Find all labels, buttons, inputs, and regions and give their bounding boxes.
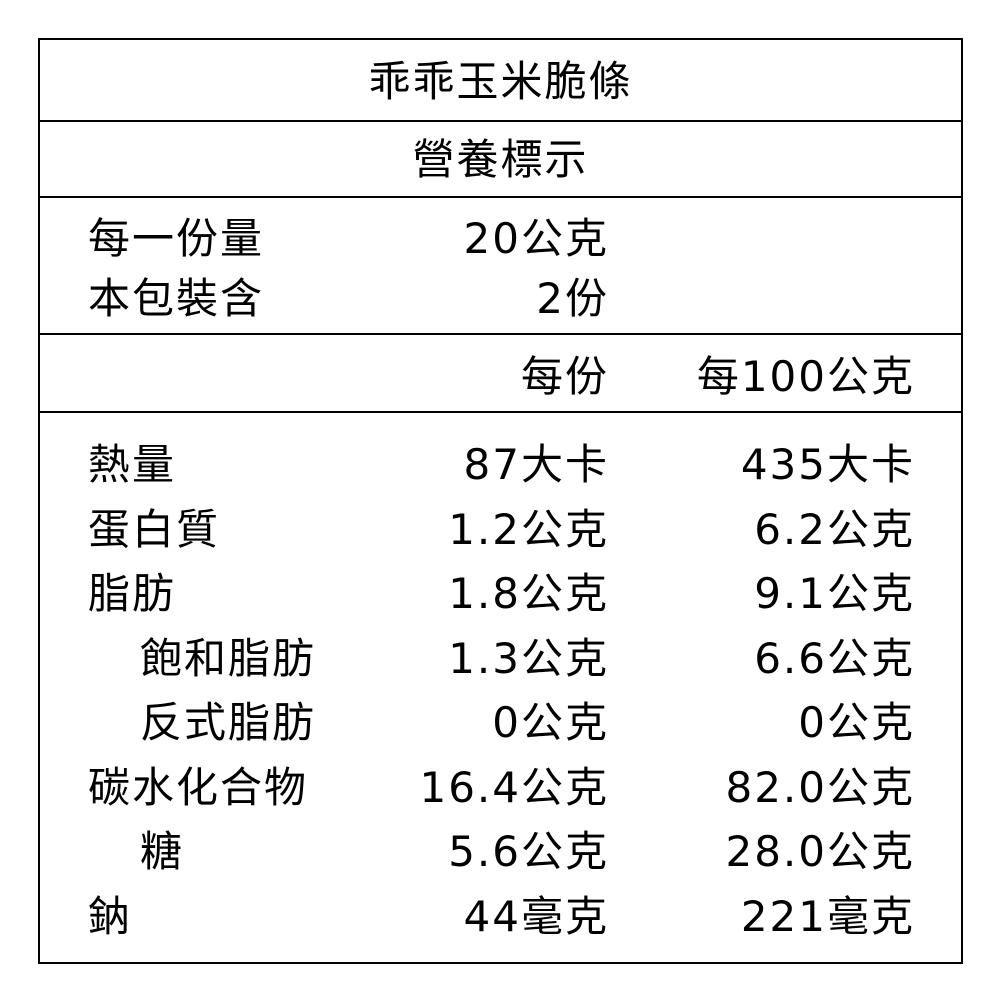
nutrient-per-serving: 1.2公克 (448, 504, 609, 554)
nutrient-per-serving: 16.4公克 (419, 762, 609, 812)
nutrient-per-serving: 5.6公克 (448, 827, 609, 876)
nutrient-name: 脂肪 (88, 569, 177, 618)
label-title: 營養標示 (412, 135, 589, 184)
column-header-per-serving: 每份 (520, 352, 609, 401)
nutrition-label: 乖乖玉米脆條 營養標示 每一份量 20公克 本包裝含 2份 每份 每100公克 … (38, 38, 963, 964)
column-header-per-100g: 每100公克 (696, 352, 915, 401)
divider (40, 333, 961, 335)
nutrient-per-100g: 221毫克 (740, 891, 915, 941)
nutrient-per-100g: 0公克 (798, 698, 915, 747)
nutrient-per-serving: 1.3公克 (448, 633, 609, 683)
nutrient-name: 熱量 (88, 440, 177, 489)
nutrient-name: 反式脂肪 (140, 698, 317, 747)
divider (40, 120, 961, 122)
nutrient-per-100g: 435大卡 (740, 440, 915, 489)
servings-per-pack-label: 本包裝含 (88, 274, 265, 323)
nutrient-per-100g: 82.0公克 (725, 762, 915, 812)
serving-size-label: 每一份量 (88, 214, 265, 263)
divider (40, 411, 961, 413)
nutrient-per-100g: 28.0公克 (725, 827, 915, 876)
nutrient-per-serving: 44毫克 (463, 891, 609, 941)
nutrient-name: 飽和脂肪 (140, 633, 317, 683)
nutrient-per-100g: 6.6公克 (754, 633, 915, 683)
nutrient-per-serving: 87大卡 (463, 440, 609, 489)
product-name: 乖乖玉米脆條 (368, 57, 633, 106)
nutrient-name: 糖 (140, 827, 185, 876)
nutrient-per-100g: 9.1公克 (754, 569, 915, 618)
nutrient-per-100g: 6.2公克 (754, 504, 915, 554)
divider (40, 196, 961, 198)
nutrient-name: 鈉 (88, 891, 133, 941)
nutrient-per-serving: 1.8公克 (448, 569, 609, 618)
nutrient-name: 碳水化合物 (88, 762, 309, 812)
serving-size-value: 20公克 (463, 214, 609, 263)
nutrient-per-serving: 0公克 (492, 698, 609, 747)
nutrient-name: 蛋白質 (88, 504, 221, 554)
servings-per-pack-value: 2份 (536, 274, 609, 323)
